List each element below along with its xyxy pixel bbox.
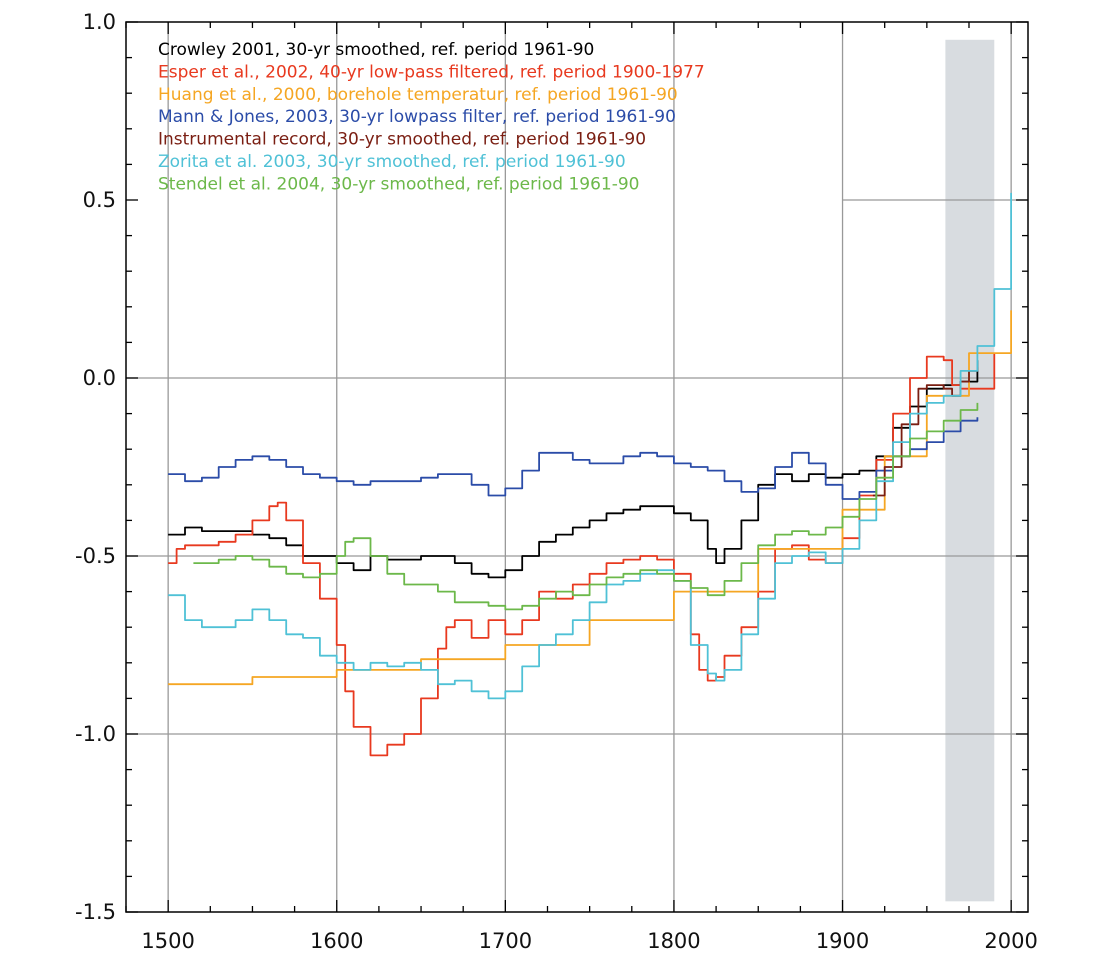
x-tick-label: 1500 — [141, 929, 194, 953]
legend: Crowley 2001, 30-yr smoothed, ref. perio… — [158, 40, 705, 194]
series-line-5 — [872, 367, 979, 497]
x-tick-label: 1900 — [816, 929, 869, 953]
x-tick-label: 1700 — [479, 929, 532, 953]
x-tick-label: 1800 — [647, 929, 700, 953]
legend-entry-2: Esper et al., 2002, 40-yr low-pass filte… — [158, 62, 705, 82]
legend-entry-5: Instrumental record, 30-yr smoothed, ref… — [158, 130, 646, 150]
series-line-7 — [193, 402, 979, 611]
grid-layer — [126, 22, 1028, 912]
y-tick-label: 1.0 — [83, 10, 116, 34]
legend-entry-7: Stendel et al. 2004, 30-yr smoothed, ref… — [158, 174, 639, 194]
legend-entry-6: Zorita et al. 2003, 30-yr smoothed, ref.… — [158, 152, 626, 172]
shaded-region — [945, 39, 995, 902]
series-layer — [168, 192, 1012, 757]
y-tick-label: -1.0 — [75, 722, 116, 746]
y-tick-label: -0.5 — [75, 544, 116, 568]
legend-entry-3: Huang et al., 2000, borehole temperatur,… — [158, 85, 678, 105]
series-line-2 — [168, 353, 996, 757]
axis-ticks-layer — [125, 21, 1028, 913]
y-tick-label: -1.5 — [75, 900, 116, 924]
x-tick-label: 1600 — [310, 929, 363, 953]
shaded-region-layer — [945, 39, 995, 902]
series-line-4 — [168, 417, 979, 500]
x-tick-label: 2000 — [984, 929, 1037, 953]
series-line-1 — [168, 360, 979, 579]
legend-entry-1: Crowley 2001, 30-yr smoothed, ref. perio… — [158, 40, 594, 60]
plot-frame — [125, 21, 1029, 913]
y-tick-label: 0.5 — [83, 188, 116, 212]
series-line-6 — [168, 192, 1012, 700]
legend-entry-4: Mann & Jones, 2003, 30-yr lowpass filter… — [158, 107, 676, 127]
y-tick-label: 0.0 — [83, 366, 116, 390]
tick-labels-layer: 1500 1600 1700 1800 1900 2000 1.0 0.5 0.0 -0.5 -1.… — [75, 10, 1038, 953]
series-line-3 — [168, 310, 1012, 686]
